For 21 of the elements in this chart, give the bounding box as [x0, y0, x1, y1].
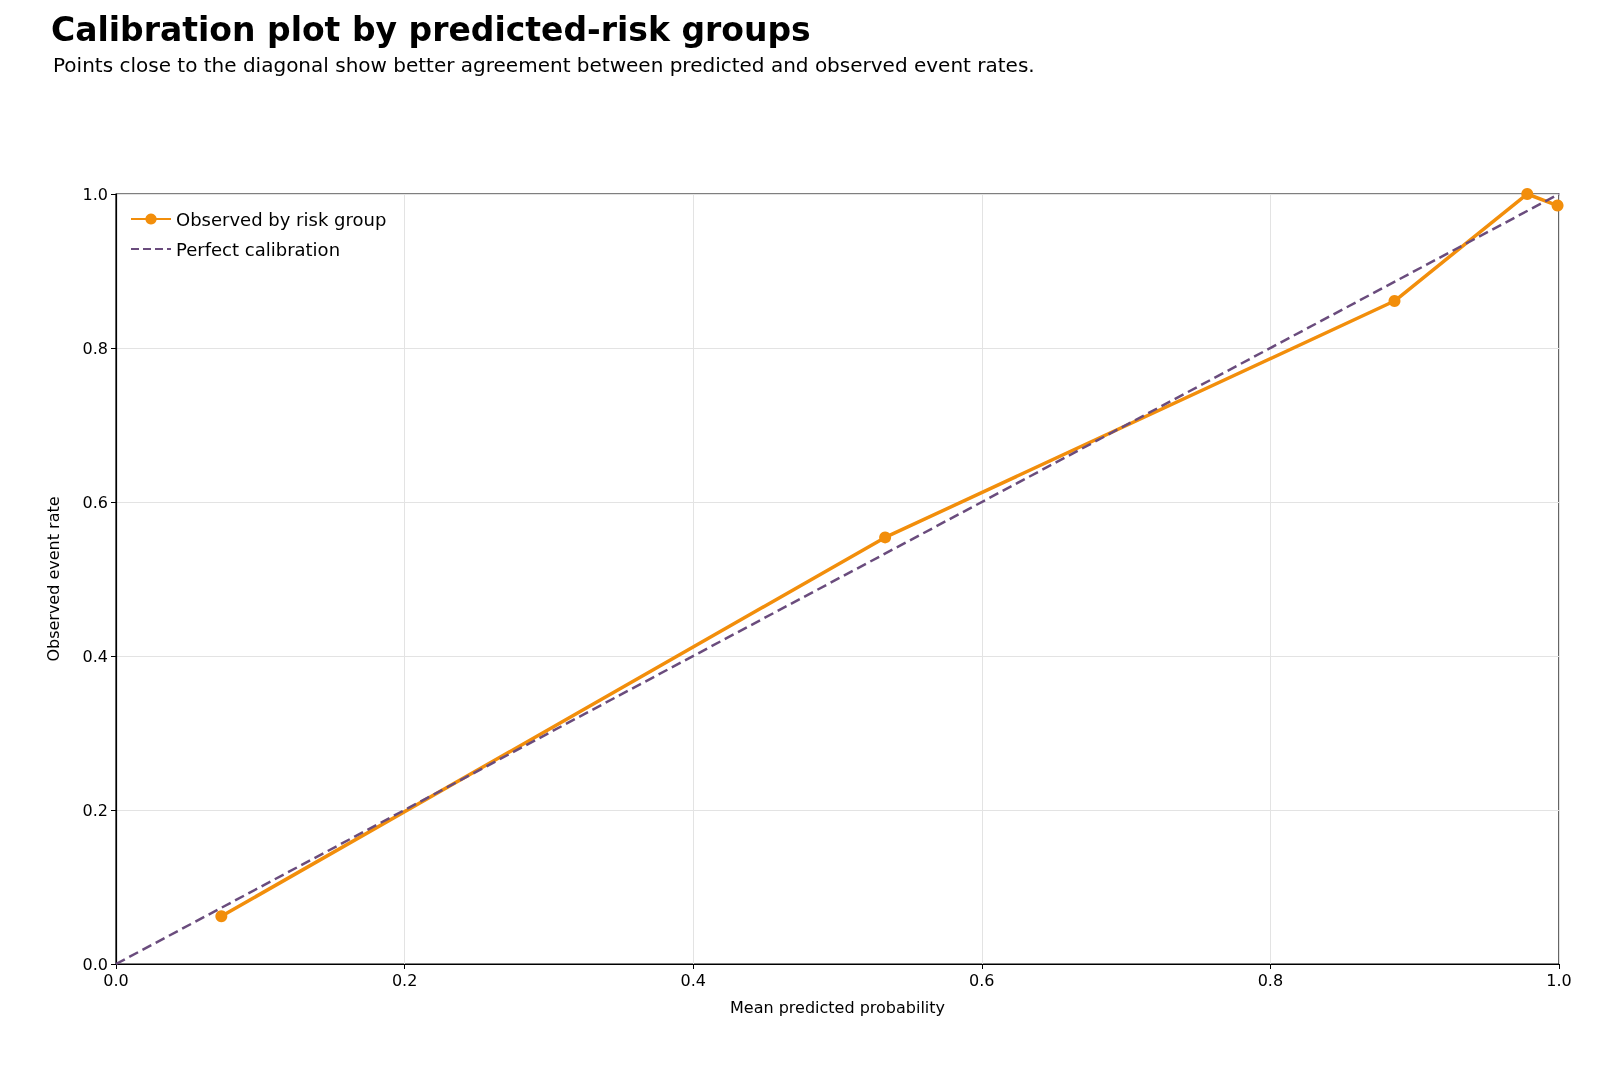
x-tick-label: 0.4: [680, 970, 706, 990]
x-tick-label: 0.2: [391, 970, 418, 990]
chart-subtitle: Points close to the diagonal show better agreement between predicted and observed event rates.: [53, 53, 1035, 77]
y-tick-label: 0.6: [82, 492, 108, 512]
chart-title: Calibration plot by predicted-risk groups: [51, 10, 811, 49]
y-tick-label: 0.4: [82, 646, 108, 666]
y-tick-label: 0.2: [82, 800, 108, 820]
y-tick-label: 1.0: [82, 184, 108, 204]
x-tick-label: 0.8: [1257, 970, 1284, 990]
y-tick-label: 0.8: [82, 338, 108, 358]
point: [1388, 295, 1401, 308]
point: [1551, 199, 1564, 212]
point: [879, 531, 892, 544]
x-tick-label: 0.6: [969, 970, 995, 990]
point: [215, 910, 228, 923]
point: [1521, 188, 1534, 200]
x-axis-title: Mean predicted probability: [729, 997, 946, 1017]
y-axis-title: Observed event rate: [43, 496, 63, 662]
legend-label: Perfect calibration: [176, 238, 341, 260]
x-tick-label: 1.0: [1546, 970, 1572, 990]
legend-label: Observed by risk group: [176, 208, 387, 230]
